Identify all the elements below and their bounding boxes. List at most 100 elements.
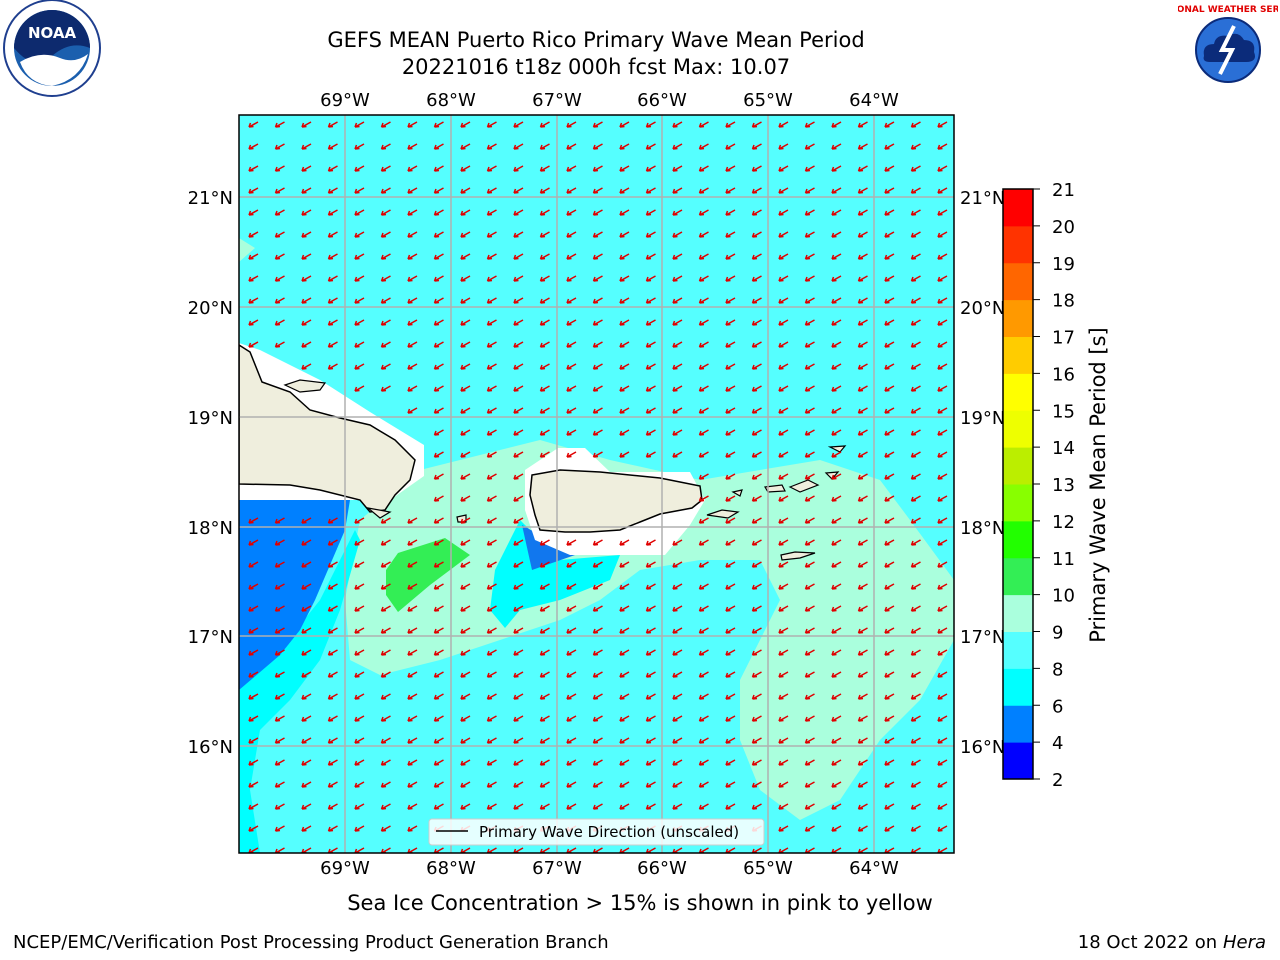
wave-arrow	[698, 275, 709, 282]
wave-arrow	[433, 649, 444, 656]
wave-arrow	[937, 429, 948, 436]
wave-arrow	[513, 715, 524, 722]
wave-arrow	[380, 253, 391, 260]
wave-arrow	[910, 605, 921, 612]
wave-arrow	[433, 187, 444, 194]
wave-arrow	[645, 539, 656, 546]
footer-date: 18 Oct 2022 on Hera	[1078, 932, 1266, 953]
wave-arrow	[248, 517, 259, 524]
wave-arrow	[804, 473, 815, 480]
wave-arrow	[884, 605, 895, 612]
wave-arrow	[831, 231, 842, 238]
wave-arrow	[539, 341, 550, 348]
wave-arrow	[301, 187, 312, 194]
wave-arrow	[645, 297, 656, 304]
wave-arrow	[380, 737, 391, 744]
wave-arrow	[804, 649, 815, 656]
wave-arrow	[486, 737, 497, 744]
wave-arrow	[539, 759, 550, 766]
wave-arrow	[274, 539, 285, 546]
wave-arrow	[354, 803, 365, 810]
wave-arrow	[831, 363, 842, 370]
wave-arrow	[248, 671, 259, 678]
wave-arrow	[884, 209, 895, 216]
wave-arrow	[910, 341, 921, 348]
wave-arrow	[619, 605, 630, 612]
wave-arrow	[725, 451, 736, 458]
lat-label-right: 21°N	[960, 188, 1005, 209]
lat-label-left: 21°N	[188, 188, 233, 209]
wave-arrow	[672, 671, 683, 678]
wave-arrow	[592, 781, 603, 788]
wave-arrow	[778, 671, 789, 678]
wave-arrow	[619, 671, 630, 678]
colorbar-tick-label: 21	[1052, 180, 1075, 201]
wave-arrow	[804, 451, 815, 458]
wave-arrow	[672, 165, 683, 172]
wave-arrow	[566, 429, 577, 436]
wave-arrow	[937, 693, 948, 700]
wave-arrow	[884, 517, 895, 524]
wave-arrow	[857, 737, 868, 744]
wave-arrow	[566, 297, 577, 304]
wave-arrow	[380, 803, 391, 810]
wave-arrow	[513, 319, 524, 326]
wave-arrow	[937, 209, 948, 216]
wave-arrow	[937, 385, 948, 392]
wave-arrow	[486, 341, 497, 348]
wave-arrow	[407, 561, 418, 568]
wave-arrow	[698, 385, 709, 392]
wave-arrow	[619, 385, 630, 392]
wave-arrow	[592, 715, 603, 722]
wave-arrow	[380, 165, 391, 172]
wave-arrow	[672, 583, 683, 590]
wave-arrow	[513, 231, 524, 238]
wave-arrow	[433, 671, 444, 678]
wave-arrow	[751, 297, 762, 304]
wave-arrow	[513, 143, 524, 150]
wave-arrow	[725, 583, 736, 590]
wave-arrow	[460, 341, 471, 348]
wave-arrow	[937, 473, 948, 480]
wave-arrow	[380, 825, 391, 832]
wave-arrow	[698, 209, 709, 216]
wave-arrow	[460, 583, 471, 590]
wave-arrow	[698, 121, 709, 128]
lon-label-bottom: 64°W	[849, 858, 899, 879]
wave-arrow	[725, 715, 736, 722]
wave-arrow	[248, 253, 259, 260]
wave-arrow	[592, 231, 603, 238]
wave-arrow	[407, 341, 418, 348]
wave-arrow	[751, 649, 762, 656]
wave-arrow	[884, 407, 895, 414]
wave-arrow	[778, 649, 789, 656]
wave-arrow	[566, 209, 577, 216]
wave-arrow	[460, 759, 471, 766]
wave-arrow	[248, 121, 259, 128]
wave-arrow	[433, 605, 444, 612]
wave-arrow	[831, 473, 842, 480]
wave-arrow	[751, 561, 762, 568]
wave-arrow	[274, 121, 285, 128]
wave-arrow	[910, 209, 921, 216]
wave-arrow	[327, 165, 338, 172]
wave-arrow	[354, 187, 365, 194]
wave-arrow	[619, 693, 630, 700]
wave-arrow	[725, 649, 736, 656]
wave-arrow	[513, 517, 524, 524]
wave-arrow	[778, 517, 789, 524]
wave-arrow	[327, 187, 338, 194]
wave-arrow	[937, 451, 948, 458]
wave-arrow	[804, 495, 815, 502]
wave-arrow	[433, 495, 444, 502]
colorbar-tick-label: 19	[1052, 254, 1075, 275]
wave-arrow	[937, 275, 948, 282]
wave-arrow	[513, 693, 524, 700]
wave-arrow	[380, 605, 391, 612]
wave-arrow	[698, 319, 709, 326]
wave-arrow	[804, 627, 815, 634]
wave-arrow	[672, 451, 683, 458]
wave-arrow	[698, 429, 709, 436]
wave-arrow	[592, 627, 603, 634]
wave-arrow	[857, 209, 868, 216]
